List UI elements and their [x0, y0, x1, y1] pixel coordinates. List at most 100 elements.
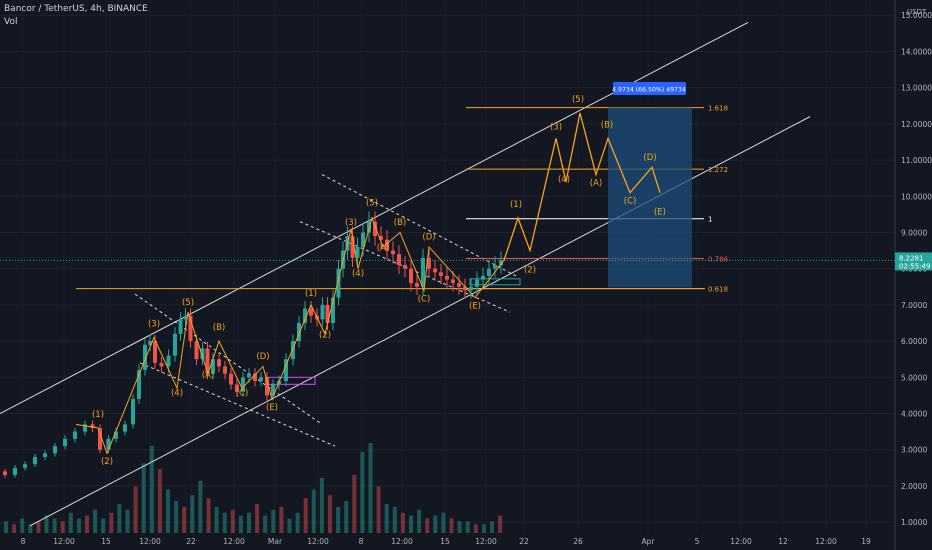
candle-body — [439, 272, 443, 276]
fib-label: 1.272 — [708, 166, 728, 174]
x-tick-label: 15 — [101, 537, 111, 546]
wave-label: (D) — [643, 153, 656, 163]
volume-bar — [230, 509, 235, 533]
wave-label: (3) — [148, 320, 160, 330]
fib-label: 0.618 — [708, 286, 728, 294]
volume-bar — [20, 518, 25, 533]
candle-body — [284, 359, 288, 381]
candle-body — [3, 471, 7, 476]
wave-label: (2) — [319, 330, 331, 340]
volume-bar — [336, 506, 341, 533]
volume-bar — [433, 515, 438, 533]
volume-bar — [311, 489, 316, 533]
wave-label: (E) — [469, 302, 481, 312]
x-tick-label: 12:00 — [139, 537, 161, 546]
wave-label: (5) — [366, 198, 378, 208]
volume-bar — [368, 443, 373, 533]
y-tick-label: 5.0000 — [901, 373, 927, 382]
volume-bar — [263, 515, 268, 533]
candle-body — [63, 438, 67, 447]
candle-body — [336, 268, 341, 298]
wave-label: (B) — [394, 218, 406, 228]
volume-bar — [328, 495, 332, 533]
candle-body — [43, 453, 47, 457]
volume-bar — [449, 518, 454, 533]
target-box-label: 4.9734 (66.50%) 49734 — [612, 87, 686, 94]
volume-bar — [481, 524, 486, 533]
y-tick-label: 13.0000 — [901, 84, 932, 93]
candle-body — [325, 304, 330, 323]
wave-label: (1) — [510, 200, 522, 210]
volume-bar — [400, 512, 405, 533]
candle-body — [53, 446, 57, 454]
y-axis[interactable]: 1.0000 2.0000 3.0000 4.0000 5.0000 6.0000 7.00… — [894, 0, 932, 550]
volume-bar — [384, 503, 389, 533]
wave-path-history — [75, 216, 505, 455]
wave-label: (2) — [101, 457, 113, 467]
candle-body — [166, 355, 171, 367]
candle-body — [106, 438, 111, 450]
candle-body — [421, 257, 425, 287]
volume-bar — [28, 524, 33, 533]
wave-label: (4) — [171, 388, 183, 398]
volume-bar — [255, 503, 260, 533]
candle-body — [445, 275, 449, 280]
wave-label: (5) — [182, 298, 194, 308]
wave-label: (D) — [422, 233, 435, 243]
candle-body — [469, 286, 473, 291]
wave-label: (C) — [418, 294, 431, 304]
candle-body — [229, 373, 233, 385]
y-tick-label: 6.0000 — [901, 337, 927, 346]
currency-label: USDT — [907, 8, 927, 16]
candle-body — [235, 384, 239, 392]
wave-label: (E) — [654, 207, 666, 217]
y-tick-label: 10.0000 — [901, 192, 932, 201]
volume-bar — [206, 498, 211, 533]
wave-label: (1) — [92, 410, 104, 420]
y-tick-label: 7.0000 — [901, 301, 927, 310]
volume-bar — [52, 518, 57, 533]
wave-label: (C) — [236, 388, 249, 398]
candle-body — [90, 424, 95, 428]
candle-body — [217, 359, 221, 367]
volume-bar — [247, 512, 251, 533]
volume-bar — [85, 515, 89, 533]
candle-body — [451, 279, 455, 284]
candle-body — [98, 428, 102, 450]
candle-body — [350, 236, 355, 258]
candle-body — [291, 341, 295, 360]
wave-label: (4) — [352, 269, 364, 279]
candle-body — [183, 315, 188, 320]
wave-label: (A) — [590, 178, 602, 188]
x-tick-label: 12:00 — [53, 537, 75, 546]
x-axis[interactable]: 8 12:00 15 12:00 22 12:00 Mar 12:00 8 12:00 15 12:0… — [21, 537, 871, 546]
volume-bar — [166, 489, 170, 533]
wave-labels: (1) (2) (3) (4) (5) (A) (B) (C) (D) (E) (1) (2) (3) (… — [92, 95, 666, 467]
y-tick-label: 2.0000 — [901, 482, 927, 491]
volume-bar — [303, 498, 308, 533]
candle-body — [361, 232, 365, 247]
volume-bar — [36, 521, 41, 533]
symbol-title: Bancor / TetherUS, 4h, BINANCE — [4, 4, 148, 14]
candle-body — [397, 254, 401, 266]
candle-body — [223, 366, 227, 374]
volume-bar — [417, 509, 422, 533]
x-tick-label: 8 — [21, 537, 26, 546]
candle-body — [205, 348, 210, 374]
volume-bar — [425, 518, 430, 533]
x-tick-label: 22 — [186, 537, 196, 546]
volume-bar — [125, 509, 130, 533]
wave-label: (2) — [524, 265, 536, 275]
x-tick-label: 12:00 — [730, 537, 752, 546]
volume-bar — [157, 469, 162, 533]
candle-body — [481, 275, 485, 280]
fib-label: 0.786 — [708, 256, 729, 264]
volume-bar — [392, 506, 397, 533]
volume-bar — [12, 524, 17, 533]
candle-body — [33, 456, 37, 465]
volume-bar — [352, 474, 357, 533]
volume-bar — [344, 501, 349, 533]
wave-label: (C) — [624, 197, 637, 207]
